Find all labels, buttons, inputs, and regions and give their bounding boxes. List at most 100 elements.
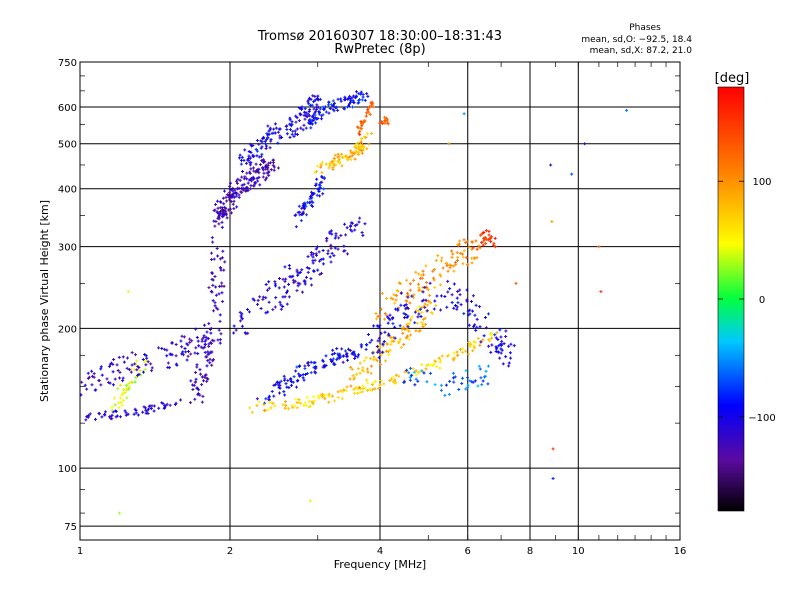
echo-point xyxy=(297,364,301,368)
echo-point xyxy=(204,338,208,342)
echo-point xyxy=(315,245,319,249)
y-tick-label: 500 xyxy=(58,140,77,151)
echo-point xyxy=(386,321,390,325)
echo-point xyxy=(195,386,199,390)
echo-point xyxy=(366,94,370,98)
echo-point xyxy=(311,94,315,98)
echo-point xyxy=(447,392,451,396)
echo-point xyxy=(301,373,305,377)
echo-point xyxy=(300,268,304,272)
echo-point xyxy=(259,146,263,150)
echo-point xyxy=(99,365,103,369)
echo-point xyxy=(332,254,336,258)
echo-point xyxy=(479,233,483,237)
echo-point xyxy=(361,122,365,126)
echo-point xyxy=(412,278,416,282)
echo-point xyxy=(362,359,366,363)
echo-point xyxy=(314,247,318,251)
echo-point xyxy=(322,187,326,191)
echo-point xyxy=(283,279,287,283)
echo-point xyxy=(211,283,215,287)
echo-point xyxy=(326,252,330,256)
echo-point xyxy=(93,388,97,392)
echo-point xyxy=(495,331,499,335)
echo-point xyxy=(324,162,328,166)
echo-point xyxy=(409,366,413,370)
echo-point xyxy=(448,266,452,270)
echo-point xyxy=(210,257,214,261)
echo-point xyxy=(342,244,346,248)
echo-point xyxy=(150,369,154,373)
echo-point xyxy=(479,340,483,344)
echo-point xyxy=(261,166,265,170)
echo-point xyxy=(352,101,356,105)
echo-point xyxy=(387,348,391,352)
echo-point xyxy=(295,385,299,389)
echo-point xyxy=(469,342,473,346)
echo-point xyxy=(196,392,200,396)
echo-point xyxy=(341,354,345,358)
echo-point xyxy=(255,403,259,407)
echo-point xyxy=(215,199,219,203)
echo-point xyxy=(466,385,470,389)
echo-point xyxy=(432,268,436,272)
echo-point xyxy=(275,381,279,385)
echo-point xyxy=(361,384,365,388)
echo-point xyxy=(340,164,344,168)
echo-point xyxy=(313,98,317,102)
echo-point xyxy=(339,152,343,156)
echo-point xyxy=(343,95,347,99)
echo-point xyxy=(583,142,587,146)
echo-point xyxy=(353,352,357,356)
echo-point xyxy=(412,296,416,300)
echo-point xyxy=(336,155,340,159)
echo-point xyxy=(353,356,357,360)
echo-point xyxy=(351,105,355,109)
echo-point xyxy=(463,349,467,353)
echo-point xyxy=(306,112,310,116)
echo-point xyxy=(470,247,474,251)
echo-point xyxy=(302,113,306,117)
echo-point xyxy=(87,413,91,417)
echo-point xyxy=(407,321,411,325)
echo-point xyxy=(316,394,320,398)
echo-point xyxy=(357,92,361,96)
echo-point xyxy=(480,383,484,387)
echo-point xyxy=(210,290,214,294)
echo-point xyxy=(365,343,369,347)
echo-point xyxy=(384,116,388,120)
echo-point xyxy=(261,175,265,179)
echo-point xyxy=(489,350,493,354)
echo-point xyxy=(238,319,242,323)
echo-point xyxy=(420,306,424,310)
echo-point xyxy=(321,105,325,109)
echo-point xyxy=(259,155,263,159)
echo-point xyxy=(138,368,142,372)
echo-point xyxy=(113,403,117,407)
echo-point xyxy=(378,121,382,125)
echo-point xyxy=(217,217,221,221)
echo-point xyxy=(225,216,229,220)
echo-point xyxy=(496,350,500,354)
echo-point xyxy=(328,255,332,259)
echo-point xyxy=(490,336,494,340)
echo-point xyxy=(489,240,493,244)
echo-point xyxy=(358,216,362,220)
echo-point xyxy=(316,105,320,109)
echo-point xyxy=(282,285,286,289)
echo-point xyxy=(213,224,217,228)
echo-point xyxy=(333,236,337,240)
echo-point xyxy=(193,397,197,401)
echo-point xyxy=(397,374,401,378)
echo-point xyxy=(451,376,455,380)
echo-point xyxy=(285,132,289,136)
echo-point xyxy=(484,241,488,245)
echo-point xyxy=(135,359,139,363)
echo-point xyxy=(201,394,205,398)
echo-point xyxy=(371,105,375,109)
echo-point xyxy=(353,228,357,232)
echo-point xyxy=(339,234,343,238)
echo-point xyxy=(474,303,478,307)
echo-point xyxy=(346,97,350,101)
echo-point xyxy=(406,291,410,295)
